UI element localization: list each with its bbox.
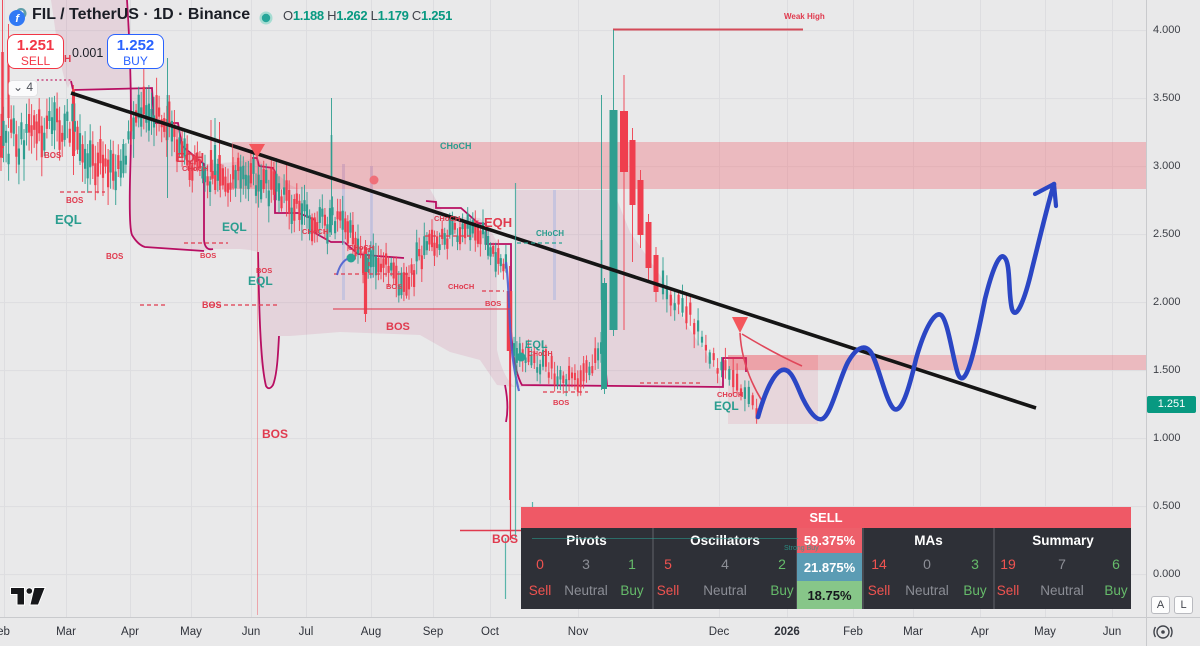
svg-text:BOS: BOS [200,251,216,260]
svg-text:BOS: BOS [485,299,501,308]
svg-text:BOS: BOS [492,532,518,546]
svg-text:EQL: EQL [525,339,548,351]
svg-text:BOS: BOS [66,196,84,205]
svg-text:EQL: EQL [248,274,273,288]
svg-text:CHoCH: CHoCH [348,243,374,252]
svg-text:EQL: EQL [55,212,82,227]
svg-text:Weak High: Weak High [784,12,825,21]
svg-text:BOS: BOS [262,427,288,441]
svg-text:BOS: BOS [44,151,62,160]
svg-text:EQL: EQL [714,399,739,413]
svg-text:f: f [15,13,20,25]
svg-text:CHoCH: CHoCH [434,214,460,223]
svg-text:CHoCH: CHoCH [536,229,564,238]
svg-text:BOS: BOS [386,282,402,291]
svg-text:EQL: EQL [222,220,247,234]
svg-text:CHoCH: CHoCH [182,164,208,173]
svg-text:EQH: EQH [484,215,512,230]
svg-text:CHoCH: CHoCH [302,227,328,236]
svg-text:EQH: EQH [176,150,204,165]
svg-text:BOS: BOS [386,321,410,333]
svg-text:CHoCH: CHoCH [528,351,553,358]
svg-text:BOS: BOS [256,266,272,275]
svg-text:CHoCH: CHoCH [448,282,474,291]
svg-text:CHoCH: CHoCH [440,141,472,151]
svg-text:CHoCH: CHoCH [717,390,743,399]
svg-text:BOS: BOS [106,252,124,261]
svg-text:BOS: BOS [202,300,222,310]
svg-text:BOS: BOS [553,398,569,407]
